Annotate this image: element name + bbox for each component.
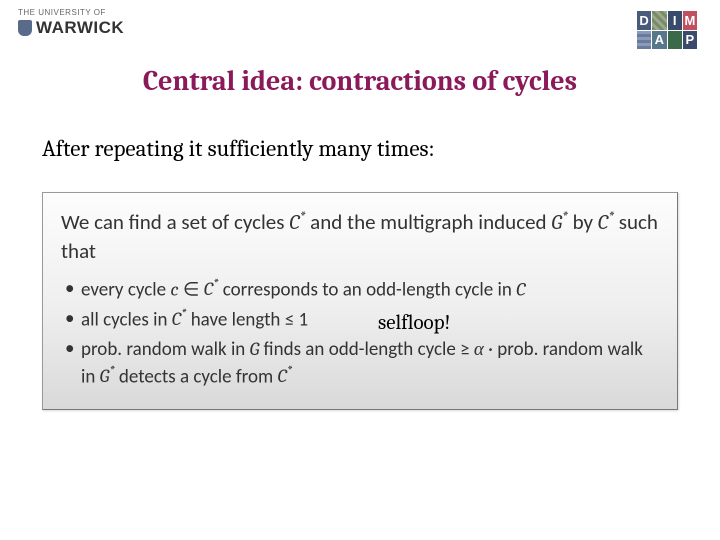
sym-in: ∈ [183,278,200,301]
dimap-cell-pattern2 [637,31,651,50]
dimap-cell-D: D [637,11,651,30]
lead-text-2: and the multigraph induced [305,209,551,235]
bullet-2: all cycles in C* have length ≤ 1 [61,306,659,334]
warwick-crest-icon [18,20,32,36]
dimap-logo: D I M A P [636,10,698,50]
sym-alpha: α [474,338,484,360]
b2-b: have length ≤ 1 [186,308,308,331]
b3-a: prob. random walk in [81,338,250,361]
content-box: We can find a set of cycles C* and the m… [42,192,678,410]
sym-G: G [250,338,260,360]
slide-title: Central idea: contractions of cycles [0,65,720,97]
dimap-cell-A: A [652,31,666,50]
b3-d: detects a cycle from [115,365,278,388]
box-list: every cycle c ∈ C* corresponds to an odd… [61,276,659,391]
dimap-cell-pattern [652,11,666,30]
lead-text-1: We can find a set of cycles [61,209,289,235]
sym-C: C [516,278,525,300]
sym-Cstar5: C* [278,365,293,387]
lead-text-3: by [568,209,598,235]
dimap-cell-blank [668,31,682,50]
header: THE UNIVERSITY OF WARWICK D I M A P [0,0,720,55]
dimap-cell-P: P [683,31,697,50]
b3-b: finds an odd-length cycle ≥ [259,338,474,361]
b1-b: corresponds to an odd-length cycle in [218,278,516,301]
sym-Gstar: G* [551,211,568,235]
warwick-name-text: WARWICK [36,18,124,38]
bullet-3: prob. random walk in G finds an odd-leng… [61,336,659,392]
dimap-cell-M: M [683,11,697,30]
b2-a: all cycles in [81,308,172,331]
bullet-1: every cycle c ∈ C* corresponds to an odd… [61,276,659,304]
dimap-cell-I: I [668,11,682,30]
warwick-logo: THE UNIVERSITY OF WARWICK [18,8,124,38]
b1-a: every cycle [81,278,170,301]
box-lead: We can find a set of cycles C* and the m… [61,207,659,266]
slide-subtitle: After repeating it sufficiently many tim… [42,135,720,162]
warwick-logo-top: THE UNIVERSITY OF [18,8,106,17]
sym-Gstar2: G* [100,365,115,387]
warwick-logo-name: WARWICK [18,18,124,38]
sym-Cstar: C* [289,211,305,235]
sym-c: c [170,278,178,300]
selfloop-annotation: selfloop! [378,311,451,335]
sym-Cstar3: C* [204,278,219,300]
sym-Cstar2: C* [598,211,614,235]
sym-Cstar4: C* [172,308,187,330]
